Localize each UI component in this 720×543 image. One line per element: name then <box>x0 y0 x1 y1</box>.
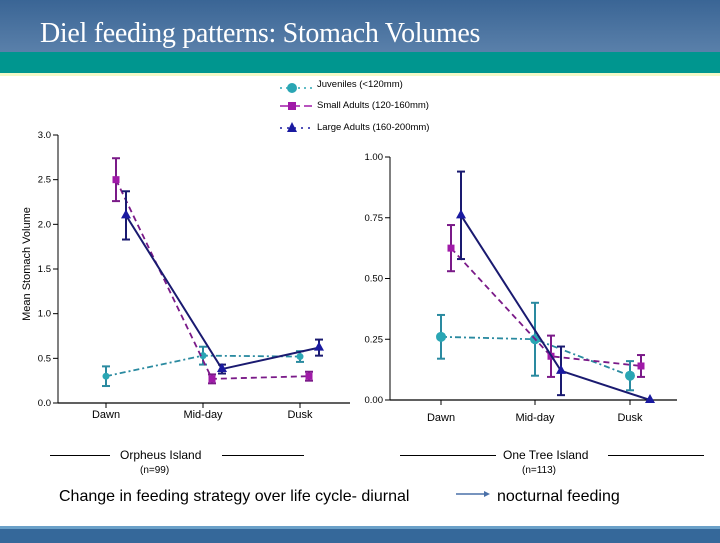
site-label-orpheus: Orpheus Island <box>120 448 202 462</box>
x-tick-label: Dusk <box>287 409 313 421</box>
series-line-2 <box>125 214 320 371</box>
data-point-small-adults <box>112 176 120 184</box>
slide-header <box>0 0 720 52</box>
slide-title: Diel feeding patterns: Stomach Volumes <box>40 18 481 49</box>
y-tick-label: 3.0 <box>38 130 51 141</box>
site-rule-right <box>400 455 496 456</box>
header-band <box>0 52 720 73</box>
caption-right: nocturnal feeding <box>497 488 620 505</box>
y-tick-label: 1.00 <box>365 152 384 163</box>
y-tick-label: 1.0 <box>38 309 51 320</box>
data-point-small-adults <box>637 362 645 370</box>
data-point-juveniles <box>625 370 635 381</box>
legend-label-small-adults: Small Adults (120-160mm) <box>317 100 429 111</box>
x-tick-label: Mid-day <box>183 409 223 421</box>
sample-size-orpheus: (n=99) <box>140 465 170 476</box>
series-line-1 <box>115 179 310 380</box>
data-point-small-adults <box>305 372 313 380</box>
slide-footer <box>0 526 720 543</box>
x-tick-label: Dusk <box>617 412 643 424</box>
y-tick-label: 0.50 <box>365 274 384 285</box>
y-tick-label: 0.75 <box>365 213 384 224</box>
data-point-large-adults <box>217 363 227 373</box>
legend-circle-icon <box>287 83 297 93</box>
site-rule-right2 <box>608 455 704 456</box>
legend-label-large-adults: Large Adults (160-200mm) <box>317 122 430 133</box>
data-point-small-adults <box>208 375 216 383</box>
data-point-juveniles <box>436 331 446 342</box>
y-tick-label: 0.5 <box>38 353 51 364</box>
header-divider <box>0 73 720 76</box>
legend-square-icon <box>288 102 296 110</box>
site-label-one-tree: One Tree Island <box>503 448 589 462</box>
y-tick-label: 2.0 <box>38 219 51 230</box>
site-rule-left <box>50 455 110 456</box>
legend-triangle-icon <box>287 122 297 132</box>
data-point-juveniles <box>199 352 207 360</box>
sample-size-one-tree: (n=113) <box>522 465 557 476</box>
legend-label-juveniles: Juveniles (<120mm) <box>317 79 403 90</box>
x-tick-label: Dawn <box>427 412 455 424</box>
data-point-large-adults <box>121 209 131 219</box>
data-point-juveniles <box>102 372 110 380</box>
data-point-large-adults <box>645 394 655 403</box>
y-tick-label: 0.25 <box>365 334 384 345</box>
data-point-large-adults <box>314 341 324 351</box>
data-point-juveniles <box>296 353 304 361</box>
y-tick-label: 0.0 <box>38 398 51 409</box>
y-tick-label: 0.00 <box>365 395 384 406</box>
x-tick-label: Mid-day <box>515 412 555 424</box>
y-axis-label: Mean Stomach Volume <box>21 207 33 321</box>
y-tick-label: 2.5 <box>38 175 51 186</box>
x-tick-label: Dawn <box>92 409 120 421</box>
data-point-large-adults <box>556 364 566 374</box>
y-tick-label: 1.5 <box>38 264 51 275</box>
caption-left: Change in feeding strategy over life cyc… <box>59 488 410 505</box>
data-point-small-adults <box>447 244 455 252</box>
data-point-large-adults <box>456 209 466 219</box>
site-rule-left2 <box>222 455 304 456</box>
